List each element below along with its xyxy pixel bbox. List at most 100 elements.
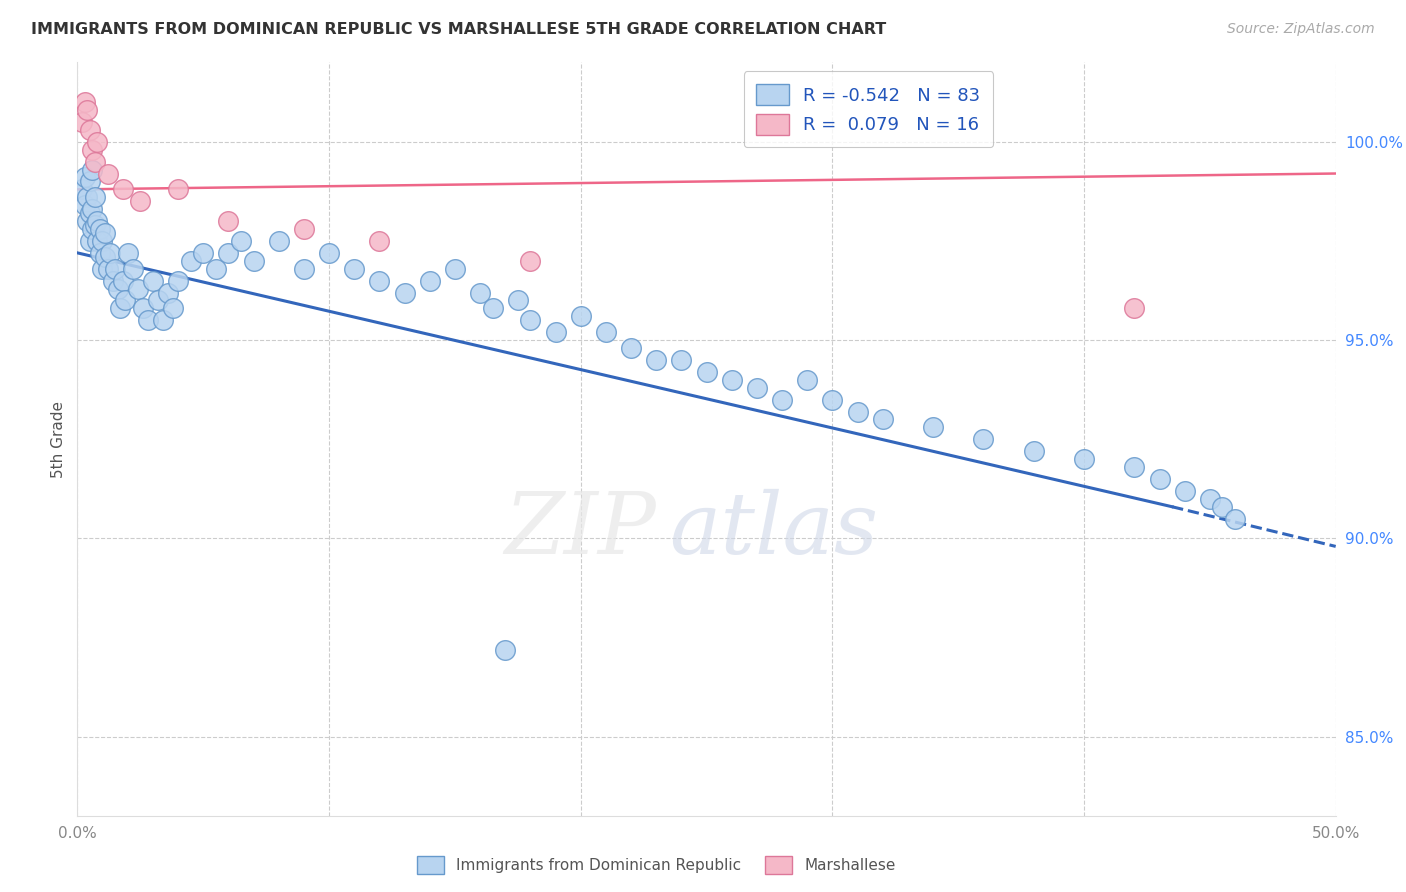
Point xyxy=(1199,491,1222,506)
Point xyxy=(972,432,994,446)
Point xyxy=(745,381,768,395)
Point xyxy=(796,373,818,387)
Point xyxy=(127,282,149,296)
Point xyxy=(94,226,117,240)
Point xyxy=(444,261,467,276)
Point xyxy=(1022,444,1045,458)
Point xyxy=(922,420,945,434)
Point xyxy=(343,261,366,276)
Point xyxy=(146,293,169,308)
Point xyxy=(318,245,340,260)
Point xyxy=(821,392,844,407)
Text: Source: ZipAtlas.com: Source: ZipAtlas.com xyxy=(1227,22,1375,37)
Point xyxy=(595,325,617,339)
Point xyxy=(506,293,529,308)
Point xyxy=(73,95,96,109)
Point xyxy=(162,301,184,316)
Point xyxy=(156,285,179,300)
Point xyxy=(494,642,516,657)
Legend: Immigrants from Dominican Republic, Marshallese: Immigrants from Dominican Republic, Mars… xyxy=(411,850,901,880)
Point xyxy=(129,194,152,209)
Point xyxy=(191,245,215,260)
Point xyxy=(72,182,94,196)
Point xyxy=(696,365,718,379)
Point xyxy=(84,218,107,232)
Point xyxy=(204,261,226,276)
Point xyxy=(142,274,165,288)
Point xyxy=(96,261,118,276)
Point xyxy=(419,274,441,288)
Point xyxy=(96,167,118,181)
Point xyxy=(1149,472,1171,486)
Point xyxy=(82,202,104,217)
Y-axis label: 5th Grade: 5th Grade xyxy=(51,401,66,478)
Point xyxy=(846,404,869,418)
Point xyxy=(167,274,190,288)
Text: IMMIGRANTS FROM DOMINICAN REPUBLIC VS MARSHALLESE 5TH GRADE CORRELATION CHART: IMMIGRANTS FROM DOMINICAN REPUBLIC VS MA… xyxy=(31,22,886,37)
Point xyxy=(79,206,101,220)
Point xyxy=(468,285,491,300)
Point xyxy=(1211,500,1233,514)
Point xyxy=(82,143,104,157)
Point xyxy=(114,293,136,308)
Point xyxy=(152,313,174,327)
Point xyxy=(117,245,139,260)
Point xyxy=(569,310,592,324)
Point xyxy=(76,214,98,228)
Point xyxy=(86,214,108,228)
Point xyxy=(108,301,131,316)
Point xyxy=(368,234,391,248)
Point xyxy=(91,234,114,248)
Point xyxy=(101,274,124,288)
Point xyxy=(229,234,252,248)
Point xyxy=(180,253,202,268)
Point xyxy=(167,182,190,196)
Point xyxy=(86,135,108,149)
Point xyxy=(82,222,104,236)
Point xyxy=(73,198,96,212)
Point xyxy=(121,261,143,276)
Text: ZIP: ZIP xyxy=(505,489,657,571)
Point xyxy=(79,174,101,188)
Point xyxy=(84,154,107,169)
Point xyxy=(76,190,98,204)
Point xyxy=(94,250,117,264)
Point xyxy=(132,301,155,316)
Text: atlas: atlas xyxy=(669,489,877,571)
Point xyxy=(98,245,121,260)
Point xyxy=(82,162,104,177)
Point xyxy=(1123,460,1146,475)
Point xyxy=(72,115,94,129)
Point xyxy=(620,341,643,355)
Point xyxy=(76,103,98,117)
Point xyxy=(84,190,107,204)
Point xyxy=(519,253,541,268)
Point xyxy=(292,261,315,276)
Point xyxy=(1223,511,1246,525)
Point xyxy=(267,234,290,248)
Point xyxy=(111,274,134,288)
Point xyxy=(481,301,503,316)
Point xyxy=(645,353,668,368)
Point xyxy=(136,313,159,327)
Point xyxy=(544,325,567,339)
Point xyxy=(89,222,111,236)
Point xyxy=(1174,483,1197,498)
Point xyxy=(89,245,111,260)
Point xyxy=(217,245,239,260)
Point xyxy=(1123,301,1146,316)
Point xyxy=(217,214,239,228)
Point xyxy=(86,234,108,248)
Point xyxy=(79,123,101,137)
Point xyxy=(519,313,541,327)
Point xyxy=(1073,452,1095,467)
Point xyxy=(720,373,742,387)
Point xyxy=(242,253,264,268)
Point xyxy=(79,234,101,248)
Point xyxy=(104,261,127,276)
Point xyxy=(292,222,315,236)
Point xyxy=(394,285,416,300)
Point xyxy=(872,412,894,426)
Point xyxy=(111,182,134,196)
Point xyxy=(770,392,793,407)
